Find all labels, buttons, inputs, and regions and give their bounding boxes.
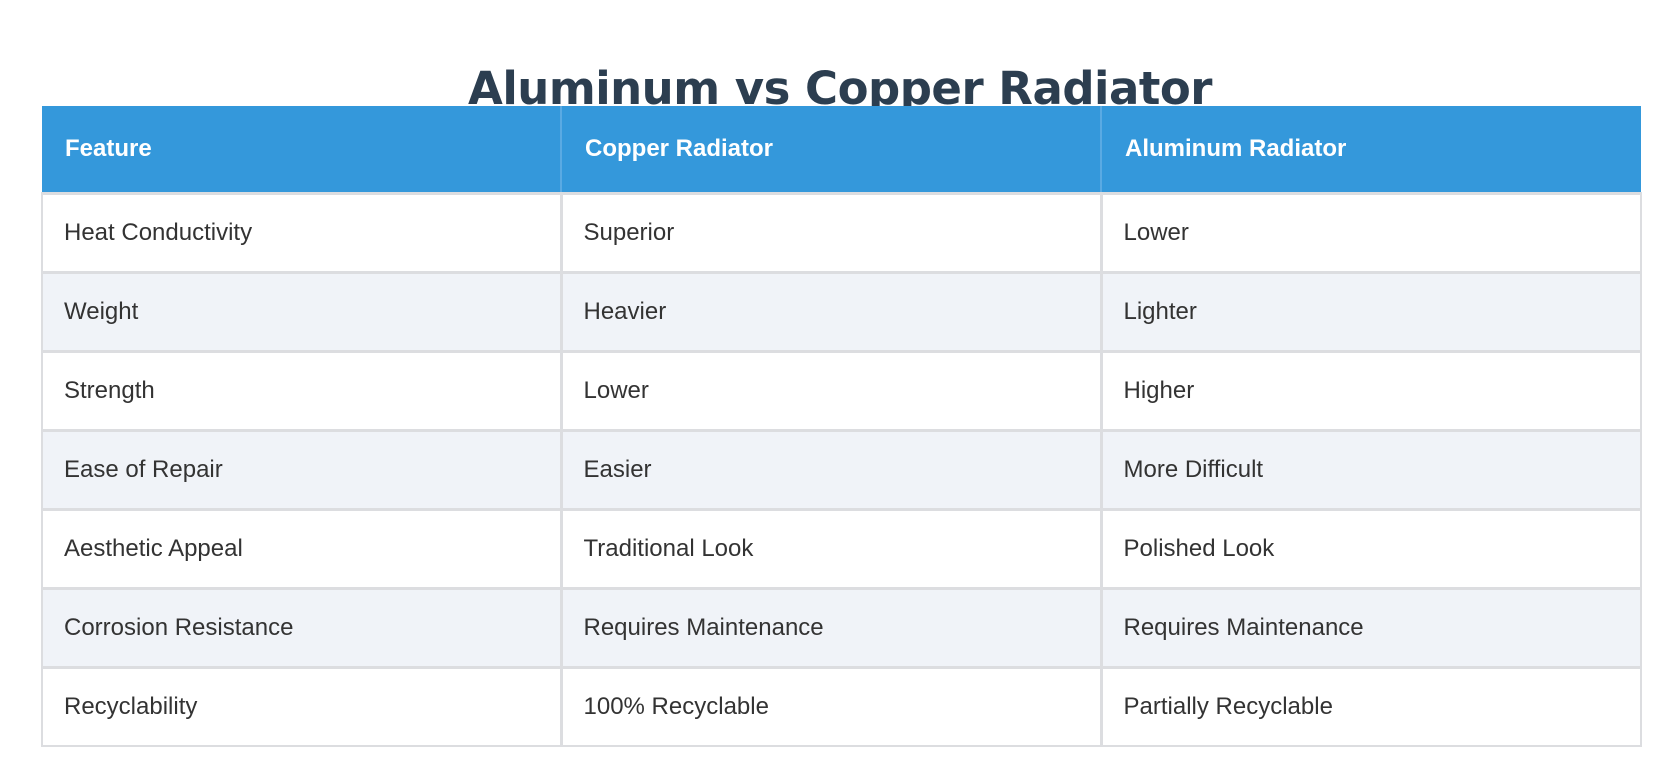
aluminum-cell: Requires Maintenance (1099, 586, 1642, 668)
table-body: Heat Conductivity Superior Lower Weight … (41, 191, 1642, 747)
feature-cell: Weight (41, 270, 562, 352)
table-row: Recyclability 100% Recyclable Partially … (41, 665, 1642, 747)
copper-cell: Easier (559, 428, 1102, 510)
copper-cell: Requires Maintenance (559, 586, 1102, 668)
copper-cell: Heavier (559, 270, 1102, 352)
table-row: Weight Heavier Lighter (41, 270, 1642, 352)
feature-cell: Ease of Repair (41, 428, 562, 510)
table-row: Ease of Repair Easier More Difficult (41, 428, 1642, 510)
table-row: Aesthetic Appeal Traditional Look Polish… (41, 507, 1642, 589)
feature-cell: Strength (41, 349, 562, 431)
table-header: Feature Copper Radiator Aluminum Radiato… (42, 106, 1641, 193)
aluminum-cell: More Difficult (1099, 428, 1642, 510)
feature-cell: Heat Conductivity (41, 191, 562, 273)
comparison-table: Feature Copper Radiator Aluminum Radiato… (41, 106, 1642, 747)
feature-cell: Corrosion Resistance (41, 586, 562, 668)
copper-cell: Traditional Look (559, 507, 1102, 589)
feature-cell: Aesthetic Appeal (41, 507, 562, 589)
header-aluminum-radiator: Aluminum Radiator (1101, 106, 1641, 193)
table-row: Corrosion Resistance Requires Maintenanc… (41, 586, 1642, 668)
header-copper-radiator: Copper Radiator (561, 106, 1102, 193)
aluminum-cell: Polished Look (1099, 507, 1642, 589)
copper-cell: 100% Recyclable (559, 665, 1102, 747)
aluminum-cell: Lighter (1099, 270, 1642, 352)
header-row: Feature Copper Radiator Aluminum Radiato… (42, 106, 1641, 193)
copper-cell: Lower (559, 349, 1102, 431)
aluminum-cell: Partially Recyclable (1099, 665, 1642, 747)
copper-cell: Superior (559, 191, 1102, 273)
table-row: Strength Lower Higher (41, 349, 1642, 431)
header-feature: Feature (42, 106, 562, 193)
aluminum-cell: Higher (1099, 349, 1642, 431)
feature-cell: Recyclability (41, 665, 562, 747)
table-row: Heat Conductivity Superior Lower (41, 191, 1642, 273)
aluminum-cell: Lower (1099, 191, 1642, 273)
